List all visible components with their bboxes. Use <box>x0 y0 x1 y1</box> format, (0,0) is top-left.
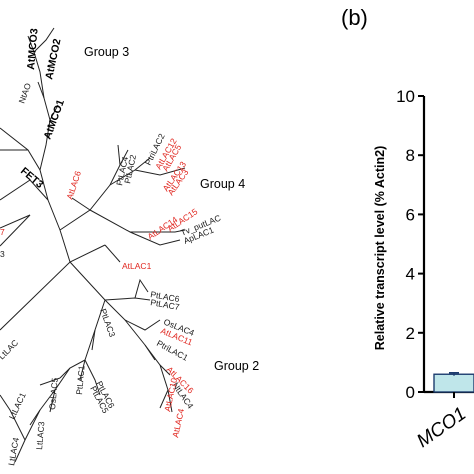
x-tick-label-mco1: MCO1 <box>413 403 470 452</box>
leaf-atlac4: AtLAC4 <box>170 407 186 438</box>
y-tick-label: 4 <box>406 265 415 284</box>
leaf-ptlac3: PtLAC3 <box>98 307 118 338</box>
tree-branches <box>0 27 186 463</box>
x-ticks: MCO1 <box>413 392 470 452</box>
phylogenetic-tree: AtMCO3 AtMCO2 AtMCO1 NtAO FET3 AtLAC6 Pt… <box>0 27 259 467</box>
y-tick-label: 2 <box>406 324 415 343</box>
y-tick-label: 10 <box>396 87 415 106</box>
leaf-ltlac-top: LtLAC <box>0 338 20 362</box>
group3-label: Group 3 <box>84 45 129 59</box>
y-axis-label: Relative transcript level (% Actin2) <box>373 146 387 350</box>
panel-b: (b) Relative transcript level (% Actin2)… <box>341 5 474 452</box>
leaf-atmco3: AtMCO3 <box>25 28 41 70</box>
group4-label: Group 4 <box>200 177 245 191</box>
y-ticks: 0 2 4 6 8 10 <box>396 87 424 402</box>
y-tick-label: 6 <box>406 205 415 224</box>
leaf-oslac5: OsLAC5 <box>47 377 60 410</box>
panel-b-label: (b) <box>341 5 368 30</box>
leaf-clipped-1: 7 <box>0 227 5 237</box>
leaf-ltlac1: LtLAC1 <box>7 391 28 421</box>
leaf-ltlac3: LtLAC3 <box>34 421 46 450</box>
leaf-ptlac1: PtLAC1 <box>74 365 87 395</box>
leaf-fet3: FET3 <box>18 165 46 191</box>
y-tick-label: 0 <box>406 383 415 402</box>
bar-mco1 <box>433 373 474 393</box>
bar-chart: Relative transcript level (% Actin2) 0 2 4… <box>373 87 474 452</box>
leaf-ntao: NtAO <box>16 81 33 104</box>
leaf-ltlac4: LtLAC4 <box>6 436 21 466</box>
error-bar-mco1 <box>449 372 459 376</box>
leaf-clipped-2: 3 <box>0 249 5 259</box>
leaf-atmco2: AtMCO2 <box>43 37 63 80</box>
group2-label: Group 2 <box>214 359 259 373</box>
y-tick-label: 8 <box>406 146 415 165</box>
tree-leaf-labels: AtMCO3 AtMCO2 AtMCO1 NtAO FET3 AtLAC6 Pt… <box>0 28 222 467</box>
bars <box>433 372 474 393</box>
leaf-atlac1: AtLAC1 <box>122 261 152 271</box>
leaf-atlac6: AtLAC6 <box>64 169 83 200</box>
